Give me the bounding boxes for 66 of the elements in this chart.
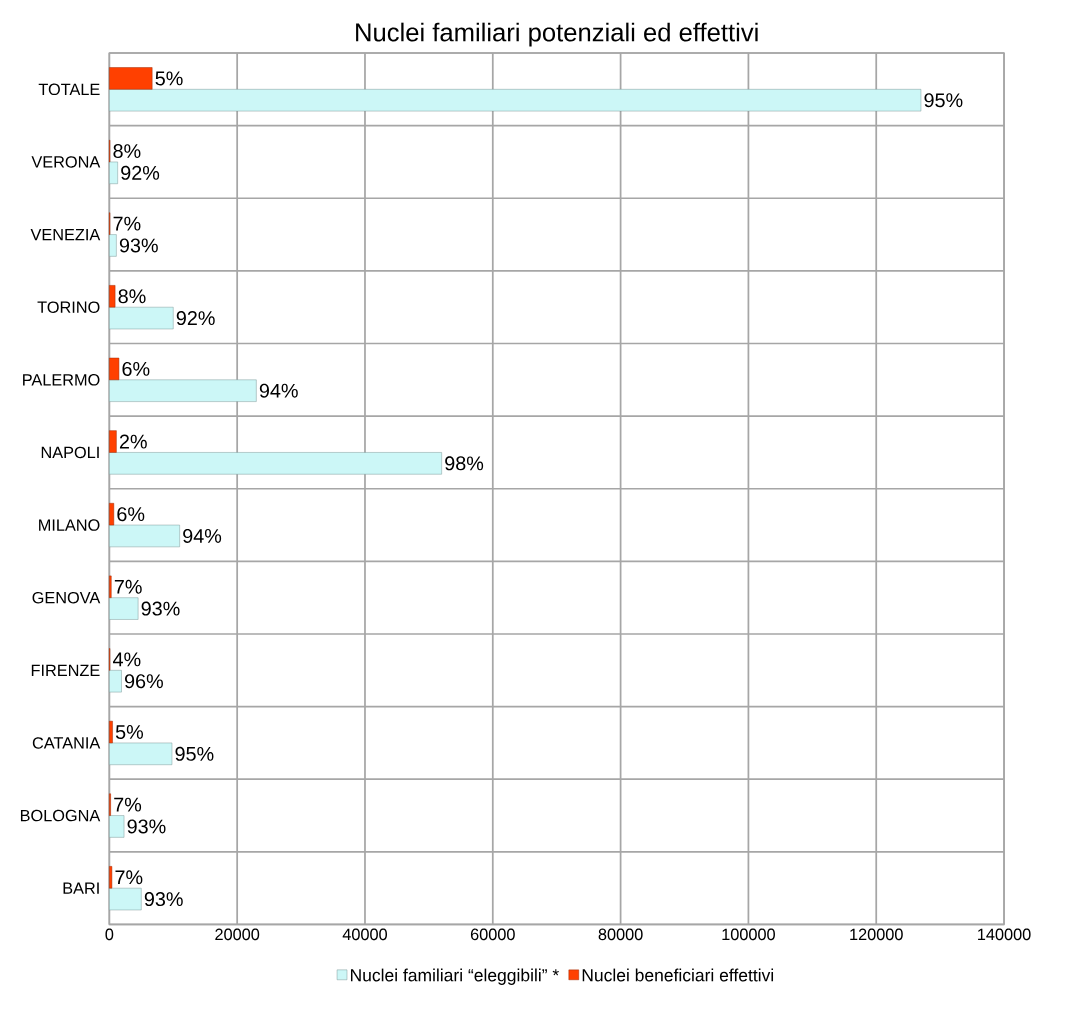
annotation: 94% <box>183 529 222 544</box>
y-tick-label: TORINO <box>37 301 100 314</box>
annotation: 7% <box>113 216 141 231</box>
annotation: 92% <box>121 166 160 181</box>
y-tick-label: TOTALE <box>38 83 100 96</box>
bar <box>109 866 113 889</box>
annotation: 96% <box>124 674 163 689</box>
x-tick-label: 140000 <box>978 928 1031 941</box>
annotation: 2% <box>119 434 147 449</box>
annotation: 93% <box>119 238 158 253</box>
annotation: 93% <box>144 892 183 907</box>
bar <box>109 815 125 838</box>
bar <box>109 721 113 744</box>
annotation: 7% <box>114 797 142 812</box>
annotation: 7% <box>115 870 143 885</box>
bar <box>109 379 257 403</box>
annotation: 93% <box>127 819 166 834</box>
annotation: 98% <box>445 456 484 471</box>
y-tick-label: CATANIA <box>32 737 101 749</box>
y-tick-label: NAPOLI <box>41 446 99 459</box>
annotation: 92% <box>176 311 215 326</box>
x-tick-label: 120000 <box>850 928 903 941</box>
bar <box>109 285 116 308</box>
bar <box>109 161 118 185</box>
bar <box>109 503 115 526</box>
bar <box>109 888 142 911</box>
bar <box>109 234 117 257</box>
x-tick-label: 0 <box>105 928 114 941</box>
bar <box>109 89 922 112</box>
bar <box>109 67 153 90</box>
bar <box>109 430 117 453</box>
annotation: 95% <box>924 93 963 108</box>
y-tick-label: FIRENZE <box>31 664 100 677</box>
annotation: 94% <box>259 383 298 398</box>
annotation: 93% <box>141 601 180 616</box>
bar <box>109 525 180 548</box>
annotation: 5% <box>115 725 144 740</box>
x-tick-label: 80000 <box>598 928 643 941</box>
y-tick-label: GENOVA <box>32 592 101 604</box>
bar <box>109 742 173 766</box>
y-tick-label: BARI <box>63 882 99 895</box>
y-tick-label: MILANO <box>39 519 100 532</box>
legend-label: Nuclei familiari “eleggibili” * <box>350 968 559 986</box>
annotation: 6% <box>122 362 150 377</box>
bar <box>109 452 442 475</box>
annotation: 8% <box>118 289 146 304</box>
x-tick-label: 40000 <box>342 928 388 941</box>
y-tick-label: VENEZIA <box>30 229 101 241</box>
annotation: 7% <box>114 580 142 594</box>
chart-title: Nuclei familiari potenziali ed effettivi <box>356 22 758 47</box>
bar <box>109 358 120 381</box>
annotation: 4% <box>113 652 141 667</box>
bar <box>109 670 122 693</box>
y-tick-label: BOLOGNA <box>20 810 101 822</box>
annotation: 95% <box>175 747 214 762</box>
y-tick-label: PALERMO <box>23 374 100 386</box>
x-tick-label: 60000 <box>470 928 515 941</box>
x-tick-label: 20000 <box>215 928 260 941</box>
bar <box>109 307 174 330</box>
annotation: 6% <box>117 507 145 522</box>
annotation: 5% <box>155 71 183 86</box>
bar <box>109 597 139 620</box>
annotation: 8% <box>113 144 141 159</box>
y-tick-label: VERONA <box>31 156 101 168</box>
legend-label: Nuclei beneficiari effettivi <box>582 968 774 982</box>
x-tick-label: 100000 <box>722 928 775 941</box>
